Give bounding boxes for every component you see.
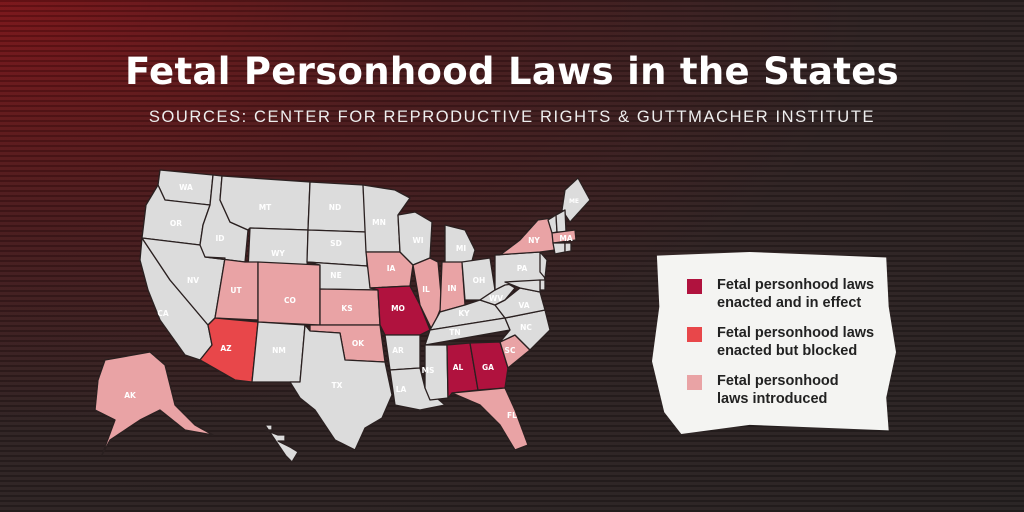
state-fl [451, 387, 529, 451]
state-label-ne: NE [330, 271, 341, 280]
state-label-wi: WI [412, 236, 423, 245]
state-hi [264, 424, 299, 463]
legend-label: Fetal personhood laws introduced [717, 373, 839, 407]
state-label-la: LA [396, 385, 407, 394]
state-label-ar: AR [392, 346, 404, 355]
state-label-ca: CA [157, 309, 169, 318]
legend-swatch [687, 279, 702, 294]
state-label-ky: KY [458, 309, 470, 318]
legend-swatch [687, 375, 702, 390]
state-label-id: ID [215, 234, 224, 243]
state-ma [551, 229, 577, 244]
state-label-ms: MS [422, 366, 435, 375]
state-label-wy: WY [271, 249, 285, 258]
state-label-sd: SD [330, 239, 342, 248]
state-tx [289, 324, 393, 451]
state-label-mo: MO [391, 304, 405, 313]
state-ny [494, 217, 556, 256]
state-label-al: AL [453, 363, 464, 372]
state-ia [365, 251, 414, 289]
state-label-ny: NY [528, 236, 540, 245]
state-de [539, 279, 546, 291]
state-md [504, 279, 541, 293]
state-nj [539, 251, 548, 279]
state-label-ut: UT [230, 286, 242, 295]
state-label-co: CO [284, 296, 296, 305]
legend-swatch [687, 327, 702, 342]
state-nh [555, 209, 567, 233]
state-label-wv: WV [489, 294, 503, 303]
state-label-nd: ND [329, 203, 342, 212]
state-ga [469, 341, 509, 391]
state-label-mi: MI [456, 244, 466, 253]
state-label-oh: OH [473, 276, 486, 285]
state-label-mt: MT [259, 203, 272, 212]
state-label-il: IL [422, 285, 430, 294]
legend-item-introduced: Fetal personhood laws introduced [687, 372, 867, 408]
state-co [257, 261, 321, 326]
state-me [561, 177, 591, 223]
legend-label: Fetal personhood laws enacted and in eff… [717, 277, 875, 311]
state-label-ak: AK [124, 391, 137, 400]
state-label-in: IN [447, 284, 456, 293]
state-label-pa: PA [517, 264, 528, 273]
state-sd [306, 229, 368, 267]
state-label-va: VA [518, 301, 529, 310]
state-label-me: ME [569, 198, 579, 205]
state-ms [424, 344, 449, 401]
state-label-ks: KS [341, 304, 352, 313]
state-label-az: AZ [220, 344, 232, 353]
legend-item-blocked: Fetal personhood laws enacted but blocke… [687, 324, 895, 360]
state-label-nm: NM [272, 346, 286, 355]
state-ct [552, 242, 566, 255]
state-ri [564, 242, 572, 253]
state-label-wa: WA [179, 183, 193, 192]
state-label-ok: OK [352, 339, 365, 348]
state-label-ma: MA [559, 234, 572, 243]
subtitle-sources: SOURCES: CENTER FOR REPRODUCTIVE RIGHTS … [148, 108, 876, 126]
state-label-sc: SC [505, 346, 516, 355]
state-label-mn: MN [372, 218, 386, 227]
state-label-tx: TX [332, 381, 343, 390]
state-nc [499, 309, 551, 351]
state-ak [94, 351, 214, 456]
page-title: Fetal Personhood Laws in the States [124, 50, 900, 93]
state-label-nv: NV [187, 276, 199, 285]
legend: Fetal personhood laws enacted and in eff… [652, 252, 896, 434]
state-label-ga: GA [482, 363, 494, 372]
legend-item-in-effect: Fetal personhood laws enacted and in eff… [687, 276, 895, 312]
state-label-fl: FL [507, 411, 517, 420]
state-label-or: OR [170, 219, 182, 228]
legend-label: Fetal personhood laws enacted but blocke… [717, 325, 875, 359]
state-label-ia: IA [387, 264, 396, 273]
state-label-tn: TN [449, 328, 460, 337]
state-label-nc: NC [520, 323, 532, 332]
